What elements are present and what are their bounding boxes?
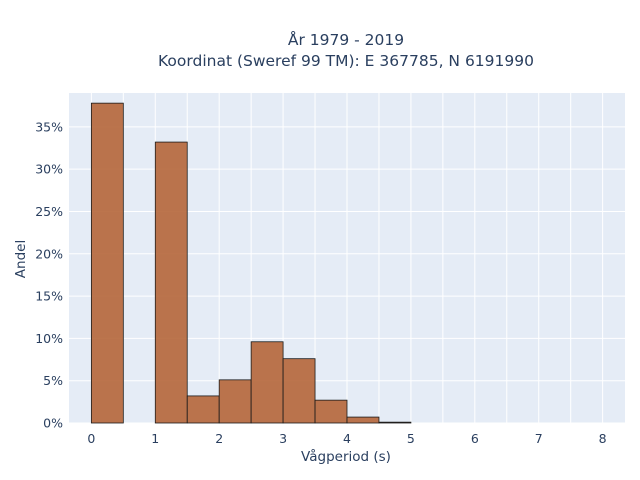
x-tick-label: 8 xyxy=(599,431,607,446)
x-axis-label: Vågperiod (s) xyxy=(301,448,391,465)
chart-title-line2: Koordinat (Sweref 99 TM): E 367785, N 61… xyxy=(158,52,534,70)
y-tick-label: 0% xyxy=(43,416,63,431)
chart-title-line1: År 1979 - 2019 xyxy=(288,30,404,49)
y-tick-label: 15% xyxy=(35,289,63,304)
x-tick-label: 0 xyxy=(87,431,95,446)
x-tick-label: 3 xyxy=(279,431,287,446)
x-tick-label: 6 xyxy=(471,431,479,446)
y-tick-label: 30% xyxy=(35,162,63,177)
y-tick-label: 5% xyxy=(43,373,63,388)
histogram-bar xyxy=(282,358,316,424)
histogram-bar xyxy=(314,399,348,424)
histogram-bar xyxy=(186,395,220,424)
x-tick-label: 7 xyxy=(535,431,543,446)
x-tick-label: 5 xyxy=(407,431,415,446)
bars xyxy=(90,102,412,424)
histogram-bar xyxy=(154,141,188,424)
histogram-bar xyxy=(346,416,380,424)
y-axis-label: Andel xyxy=(13,240,29,278)
x-axis-ticks: 0 1 2 3 4 5 6 7 8 xyxy=(87,431,606,446)
x-tick-label: 1 xyxy=(151,431,159,446)
histogram-bar xyxy=(218,379,252,424)
y-tick-label: 10% xyxy=(35,331,63,346)
x-tick-label: 2 xyxy=(215,431,223,446)
y-axis-ticks: 0% 5% 10% 15% 20% 25% 30% 35% xyxy=(35,119,63,430)
y-tick-label: 35% xyxy=(35,119,63,134)
histogram-bar xyxy=(378,421,412,424)
x-tick-label: 4 xyxy=(343,431,351,446)
y-tick-label: 25% xyxy=(35,204,63,219)
histogram-bar xyxy=(250,341,284,424)
histogram-bar xyxy=(90,102,124,424)
y-tick-label: 20% xyxy=(35,246,63,261)
